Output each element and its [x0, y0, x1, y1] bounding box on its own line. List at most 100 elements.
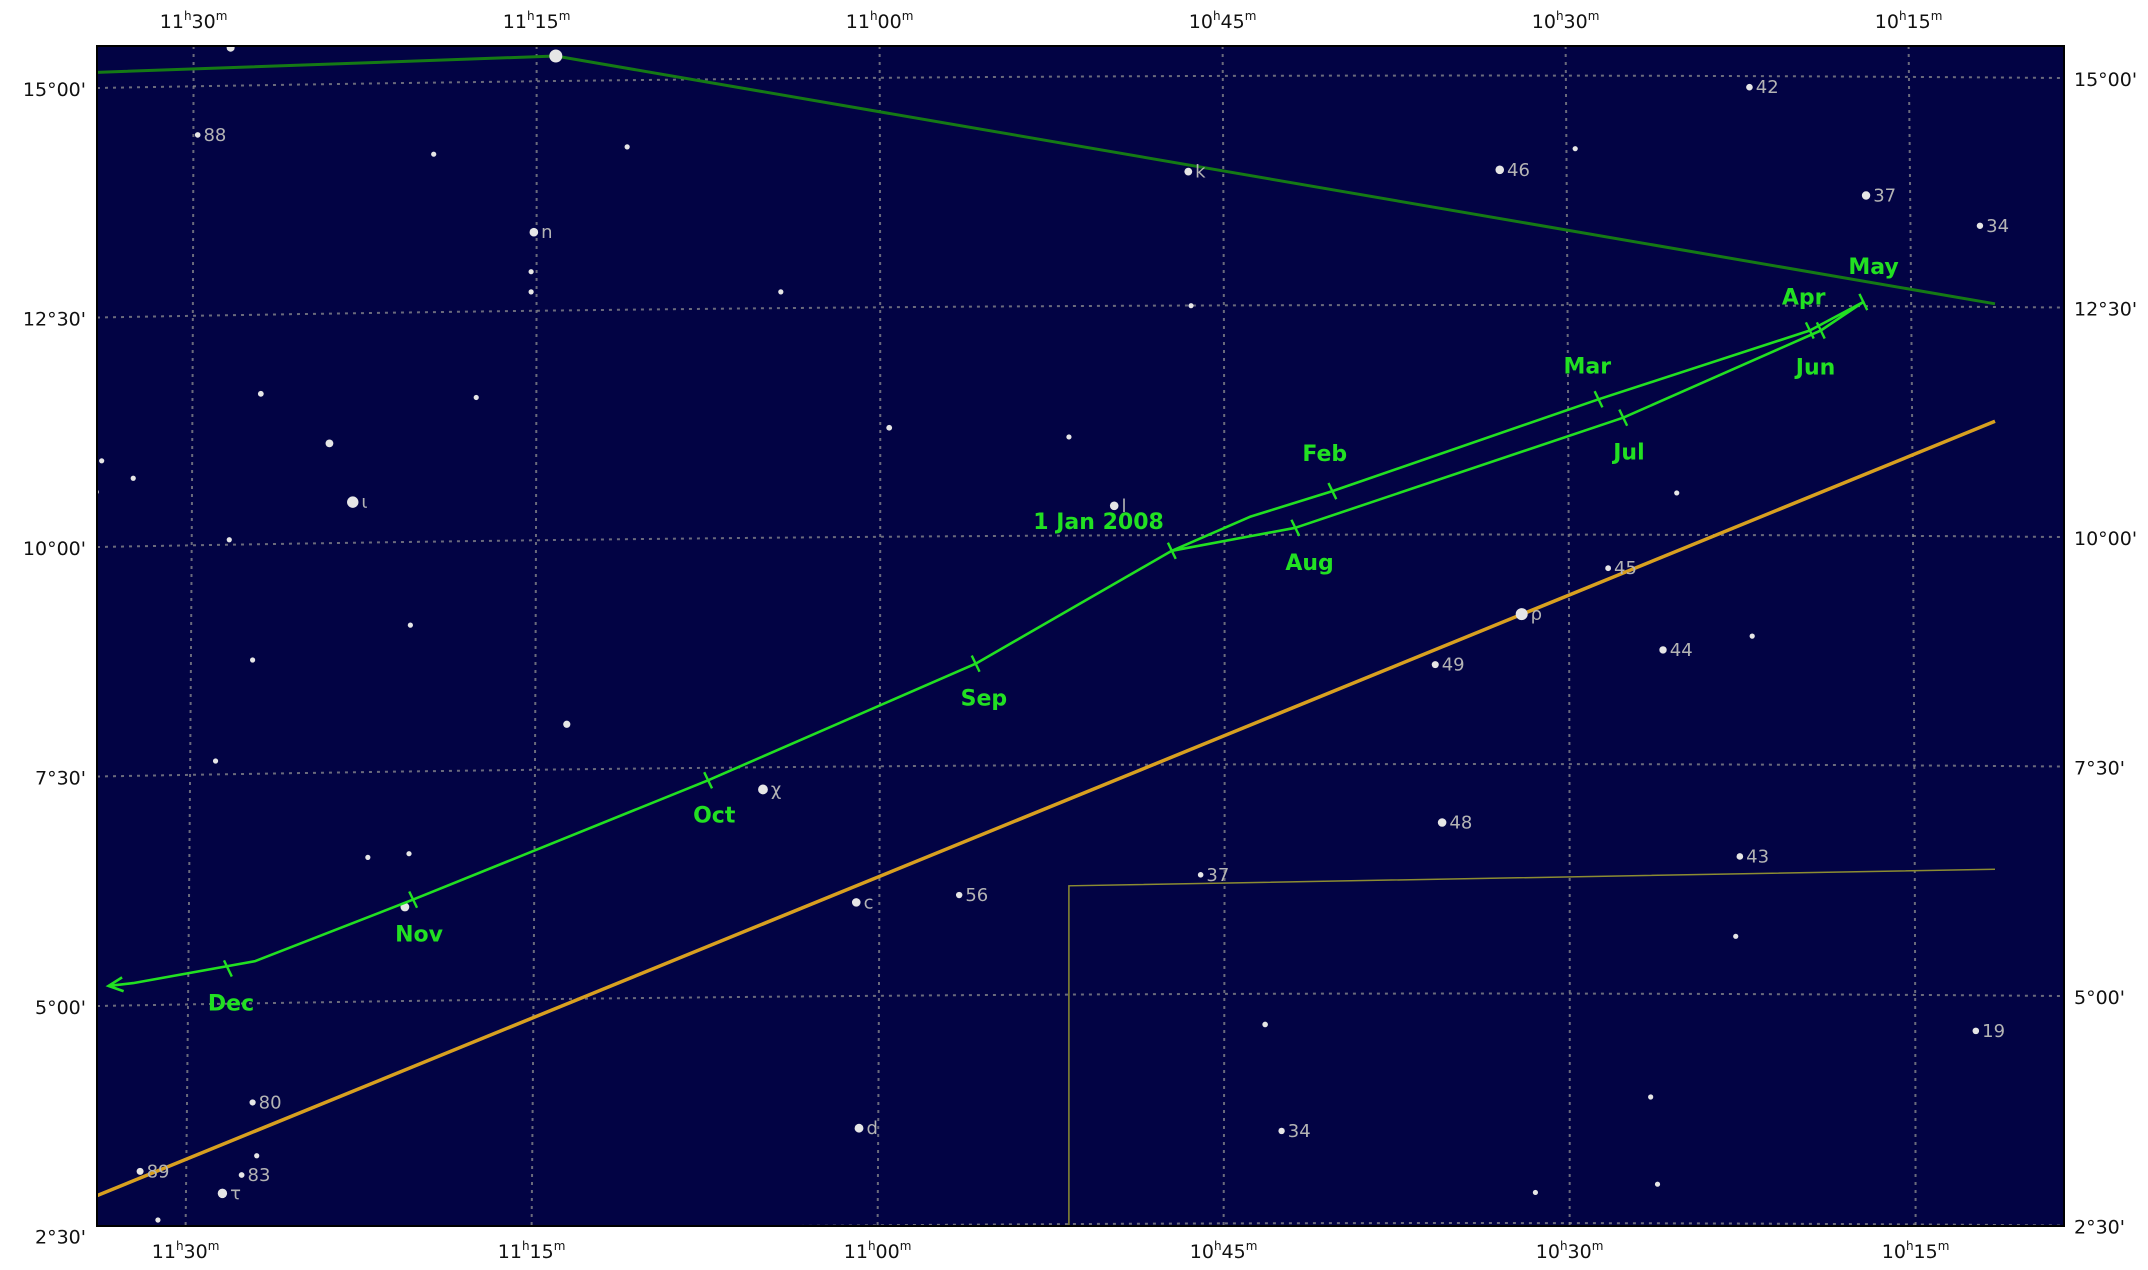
- path-tick: [408, 890, 419, 909]
- star-dot: [529, 227, 539, 237]
- month-label: Feb: [1302, 442, 1347, 467]
- star: 83: [238, 1165, 270, 1186]
- month-label: 1 Jan 2008: [1033, 510, 1164, 535]
- star: 34: [1976, 216, 2009, 237]
- month-label: Dec: [208, 991, 254, 1016]
- star-label: 34: [1986, 216, 2009, 237]
- star-dot: [254, 1153, 260, 1159]
- star: ι: [347, 492, 368, 513]
- star: [1532, 1189, 1539, 1196]
- star-dot: [1749, 633, 1755, 639]
- star: [563, 720, 571, 728]
- star-dot: [1648, 1094, 1654, 1100]
- path-tick: [703, 771, 714, 789]
- ra-label-top: 11h00m: [846, 9, 914, 33]
- star: [249, 657, 256, 663]
- dec-label-left: 2°30': [35, 1227, 86, 1249]
- star-dot: [238, 1172, 245, 1178]
- ra-label-bottom: 10h15m: [1882, 1239, 1950, 1263]
- star-label: χ: [771, 779, 781, 800]
- star-label: 44: [1670, 640, 1693, 661]
- star-dot: [194, 132, 201, 138]
- star-dot: [955, 891, 963, 899]
- month-label: Mar: [1564, 354, 1612, 379]
- star-dot: [1532, 1189, 1539, 1196]
- dec-label-left: 10°00': [23, 538, 86, 560]
- path-tick: [1166, 542, 1177, 560]
- star: [1648, 1094, 1654, 1100]
- star: n: [529, 222, 553, 243]
- star-dot: [257, 390, 264, 397]
- star-dot: [431, 151, 437, 157]
- star-dot: [99, 458, 105, 464]
- star: 43: [1736, 846, 1769, 867]
- path-line: [108, 300, 1865, 988]
- axis-labels: 11h30m 11h30m 11h15m 11h15m 11h00m 11h00m 10h4…: [23, 9, 2137, 1263]
- constellation-boundaries: [1068, 868, 1996, 1226]
- dec-label-right: 12°30': [2074, 299, 2137, 321]
- star-dot: [1659, 646, 1667, 654]
- star: k: [1184, 162, 1206, 183]
- star: [407, 622, 413, 628]
- star-label: ρ: [1531, 604, 1542, 625]
- star: 37: [1861, 186, 1896, 207]
- path-tick: [1593, 390, 1604, 408]
- dec-grid-line: [97, 533, 2064, 548]
- dec-label-left: 7°30': [35, 768, 86, 790]
- star: [1749, 633, 1755, 639]
- dec-label-left: 5°00': [35, 997, 86, 1019]
- star: c: [851, 892, 873, 913]
- star: [226, 537, 232, 543]
- star: [1262, 1021, 1268, 1028]
- star-label: τ: [230, 1183, 241, 1204]
- star-label: n: [541, 222, 552, 243]
- star-label: 46: [1507, 160, 1530, 181]
- dec-label-right: 10°00': [2074, 528, 2137, 550]
- dec-grid-line: [97, 74, 2064, 89]
- star: [1654, 1181, 1661, 1187]
- dec-label-left: 15°00': [23, 79, 86, 101]
- star-dot: [365, 854, 371, 860]
- star-dot: [1262, 1021, 1268, 1028]
- ra-label-bottom: 11h15m: [498, 1239, 566, 1263]
- star-dot: [249, 1099, 256, 1106]
- star: ρ: [1515, 604, 1542, 625]
- star: 34: [1278, 1121, 1311, 1142]
- ra-label-top: 11h30m: [160, 9, 228, 33]
- star: [226, 46, 235, 52]
- star: 49: [1431, 655, 1465, 676]
- star-label: 48: [1449, 812, 1472, 833]
- dec-label-left: 12°30': [23, 309, 86, 331]
- star: 46: [1495, 160, 1530, 181]
- star: [778, 289, 784, 295]
- star: [473, 394, 479, 401]
- month-label: Apr: [1782, 285, 1826, 310]
- star-dot: [758, 784, 768, 795]
- dec-grid-line: [97, 763, 2064, 778]
- star: [257, 390, 264, 397]
- star-label: 45: [1614, 558, 1637, 579]
- star-dot: [1976, 222, 1984, 229]
- star-dot: [1109, 501, 1119, 511]
- star-dot: [1066, 434, 1072, 440]
- star: 80: [249, 1092, 282, 1113]
- star-dot: [226, 46, 235, 52]
- star-dot: [1605, 565, 1612, 572]
- star-dot: [528, 289, 534, 295]
- star-label: 80: [259, 1092, 282, 1113]
- star: 19: [1972, 1021, 2005, 1042]
- star-dot: [1972, 1027, 1980, 1035]
- month-label: Jul: [1611, 441, 1644, 466]
- star: [1674, 490, 1680, 496]
- star-dot: [1736, 853, 1744, 860]
- plot-frame: [96, 45, 2065, 1227]
- star: [130, 475, 136, 481]
- star-label: 37: [1206, 865, 1229, 886]
- star-dot: [347, 496, 359, 508]
- star-label: 43: [1746, 846, 1769, 867]
- month-label: Aug: [1285, 551, 1333, 576]
- star-dot: [549, 49, 563, 63]
- star: [325, 439, 334, 448]
- star-label: 89: [147, 1161, 170, 1182]
- star: d: [854, 1118, 878, 1139]
